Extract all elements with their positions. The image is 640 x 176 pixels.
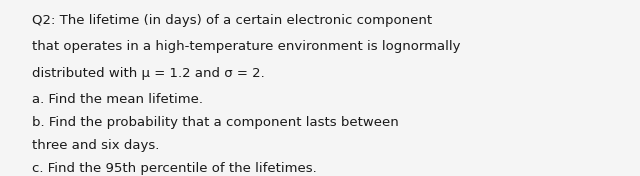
Text: three and six days.: three and six days. [32, 139, 159, 152]
Text: c. Find the 95th percentile of the lifetimes.: c. Find the 95th percentile of the lifet… [32, 162, 317, 175]
Text: a. Find the mean lifetime.: a. Find the mean lifetime. [32, 93, 203, 106]
Text: distributed with μ = 1.2 and σ = 2.: distributed with μ = 1.2 and σ = 2. [32, 67, 265, 80]
Text: that operates in a high-temperature environment is lognormally: that operates in a high-temperature envi… [32, 40, 461, 54]
Text: b. Find the probability that a component lasts between: b. Find the probability that a component… [32, 116, 399, 129]
Text: Q2: The lifetime (in days) of a certain electronic component: Q2: The lifetime (in days) of a certain … [32, 14, 432, 27]
